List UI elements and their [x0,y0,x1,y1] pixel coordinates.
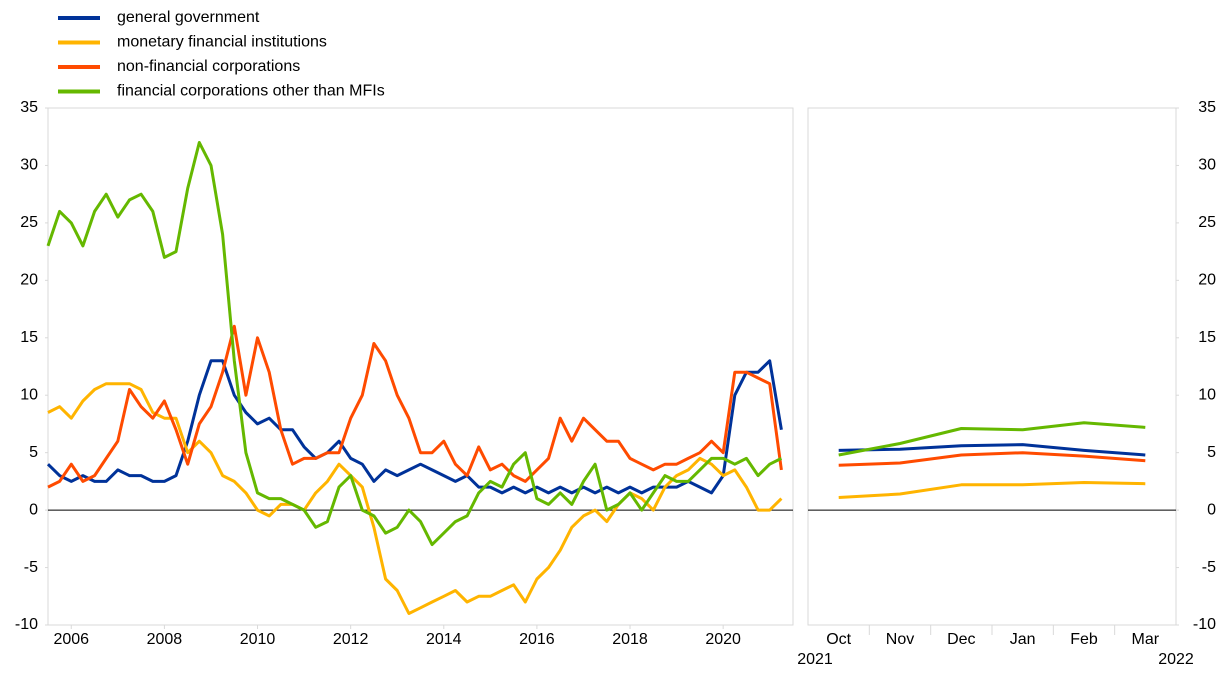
y-tick-label: 20 [20,272,38,289]
legend-label: financial corporations other than MFIs [117,83,385,100]
legend-label: monetary financial institutions [117,34,327,51]
series-line [838,443,1146,457]
x-tick-label: 2018 [612,631,648,648]
y-tick-label: 20 [1198,272,1216,289]
x-tick-label: 2010 [240,631,276,648]
series-line [838,451,1146,467]
y-tick-label: -5 [24,559,38,576]
y-tick-label: 0 [1207,501,1216,518]
x-tick-label: 2020 [705,631,741,648]
x-tick-label: Feb [1070,631,1098,648]
y-tick-label: 15 [20,329,38,346]
x-tick-label: Dec [947,631,975,648]
x-tick-label: Jan [1010,631,1036,648]
y-tick-label: -10 [1193,616,1216,633]
y-tick-label: 15 [1198,329,1216,346]
series-line [46,141,783,547]
y-tick-label: 25 [1198,214,1216,231]
legend-label: non-financial corporations [117,58,300,75]
right-panel-frame [807,107,1177,626]
x-tick-label: 2008 [147,631,183,648]
period-label: 2021 [797,651,833,668]
x-tick-label: 2016 [519,631,555,648]
y-tick-label: 35 [20,99,38,116]
y-tick-label: 0 [29,501,38,518]
x-tick-label: Mar [1132,631,1160,648]
y-tick-label: 5 [1207,444,1216,461]
series-line [838,481,1146,499]
y-tick-label: -5 [1202,559,1216,576]
x-tick-label: 2006 [53,631,89,648]
y-tick-label: 5 [29,444,38,461]
series-line [46,359,783,495]
y-tick-label: 25 [20,214,38,231]
x-tick-label: 2012 [333,631,369,648]
period-label: 2022 [1158,651,1194,668]
y-tick-label: 30 [20,157,38,174]
legend-label: general government [117,9,260,26]
series-line [838,421,1146,457]
x-tick-label: Nov [886,631,914,648]
series-line [47,382,783,615]
x-tick-label: 2014 [426,631,462,648]
y-tick-label: 10 [1198,386,1216,403]
x-tick-label: Oct [826,631,851,648]
y-tick-label: 10 [20,386,38,403]
series-line [47,324,783,489]
y-tick-label: -10 [15,616,38,633]
y-tick-label: 30 [1198,157,1216,174]
left-panel-frame [47,107,794,626]
y-tick-label: 35 [1198,99,1216,116]
